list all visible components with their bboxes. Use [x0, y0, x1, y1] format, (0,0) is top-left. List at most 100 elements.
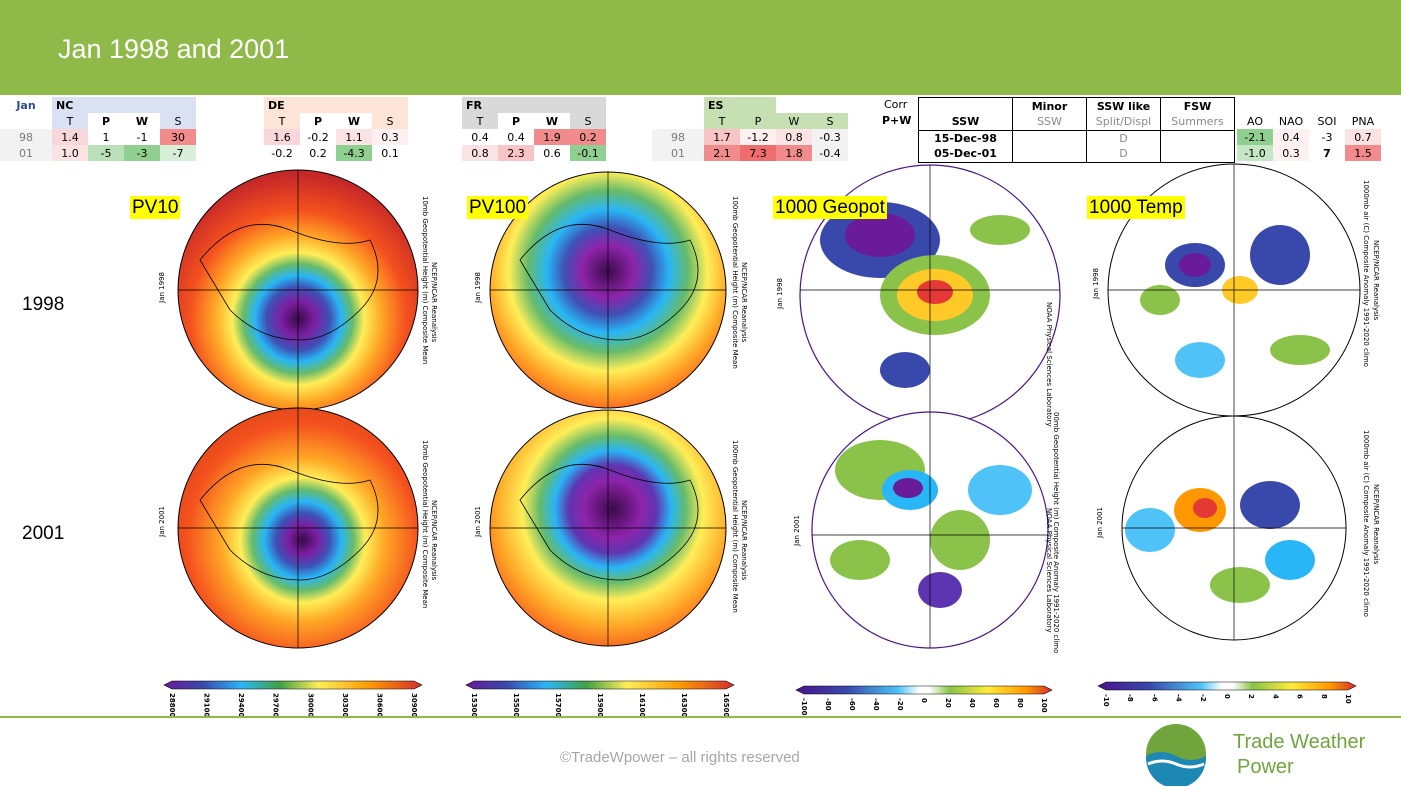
ssw-cell [1160, 130, 1235, 146]
colorbar-tick: 4 [1271, 694, 1280, 699]
cell: 0.4 [507, 130, 525, 144]
ssw-header-fsw: FSW [1160, 98, 1235, 114]
cell: 0.8 [462, 145, 498, 161]
brand-logo-icon [1146, 724, 1206, 786]
cell: 0.3 [372, 129, 408, 145]
colorbar-tick: 10 [1344, 694, 1352, 704]
lab-text: NOAA Physical Sciences Laboratory [1045, 508, 1053, 633]
colorbar-tick: -100 [800, 698, 808, 716]
label-pv10: PV10 [130, 196, 181, 219]
idx-soi: SOI [1317, 114, 1337, 128]
colorbar-geopot [795, 685, 1053, 695]
desc-pv100-2001: 100mb Geopotential Height (m) Composite … [731, 440, 739, 613]
jan-2001-label: Jan 2001 [1096, 507, 1104, 538]
cell: 7 [1323, 146, 1331, 160]
colorbar-tick: 60 [992, 698, 1000, 708]
colorbar-tick: -20 [896, 698, 904, 711]
region-es: ES [704, 97, 776, 113]
cell: -1.2 [740, 129, 776, 145]
cell: 2.3 [498, 145, 534, 161]
idx-pna: PNA [1351, 114, 1375, 128]
cell: 1.8 [776, 145, 812, 161]
colorbar-tick: 29100 [202, 693, 211, 718]
cell: -3 [1321, 130, 1333, 144]
jan-2001-label: Jan 2001 [474, 506, 482, 537]
source-text: NCEP/NCAR Reanalysis [1372, 240, 1380, 321]
desc-geopot: 00mb Geopotential Height (m) Composite A… [1052, 412, 1060, 654]
maps-canvas [163, 163, 1361, 695]
col-s: S [372, 113, 408, 129]
colorbar-pv10 [163, 680, 423, 690]
colorbar-tick: 40 [968, 698, 976, 708]
indices-block: AO NAO SOI PNA -2.1 0.4 -3 0.7 -1.0 0.3 … [1237, 113, 1381, 161]
cell: 0.1 [381, 146, 399, 160]
colorbar-pv100 [465, 680, 735, 690]
ssw-cell: D [1086, 130, 1161, 146]
source-text: NCEP/NCAR Reanalysis [430, 500, 438, 581]
region-nc: NC [52, 97, 196, 113]
year-label-1998: 1998 [22, 294, 65, 315]
page-title: Jan 1998 and 2001 [58, 34, 290, 64]
lab-text: NOAA Physical Sciences Laboratory [1045, 302, 1053, 427]
ssw-cell [1012, 130, 1087, 146]
jan-2001-label: Jan 2001 [793, 515, 801, 546]
cell: 2.1 [704, 145, 740, 161]
map-geopot-2001 [811, 411, 1049, 649]
cell: 0.4 [471, 130, 489, 144]
col-w: W [135, 114, 149, 128]
copyright-text: ©TradeWpower – all rights reserved [560, 749, 800, 766]
cell: 1.6 [264, 129, 300, 145]
map-pv10-1998 [177, 169, 419, 411]
cell: -0.1 [570, 145, 606, 161]
jan-2001-label: Jan 2001 [158, 506, 166, 537]
label-temp: 1000 Temp [1087, 196, 1185, 219]
region-de: DE [264, 97, 408, 113]
col-p: P [313, 114, 323, 128]
region-fr: FR [462, 97, 606, 113]
brand-line-2: Power [1237, 756, 1294, 778]
ssw-cell [1160, 146, 1235, 162]
map-temp-1998 [1107, 163, 1361, 417]
col-t: T [264, 113, 300, 129]
source-text: NCEP/NCAR Reanalysis [740, 500, 748, 581]
cell: 7.3 [740, 145, 776, 161]
cell: -1 [136, 130, 148, 144]
cell: 0.2 [309, 146, 327, 160]
colorbar-tick: -60 [848, 698, 856, 711]
colorbar-tick: 16300 [680, 693, 688, 718]
colorbar-tick: 30300 [340, 693, 349, 718]
cell: 1 [102, 130, 110, 144]
cell: -5 [88, 145, 124, 161]
map-pv100-2001 [489, 409, 727, 647]
stats-de: DE T P W S 1.6 -0.2 1.1 0.3 -0.2 0.2 -4.… [264, 97, 408, 161]
colorbar-tick: 28800 [168, 693, 176, 718]
colorbar-tick: -40 [872, 698, 880, 711]
colorbar-tick: 15900 [596, 693, 604, 718]
desc-temp-1998: 1000mb air (C) Composite Anomaly 1991-20… [1362, 180, 1370, 367]
year-98: 98 [652, 129, 704, 145]
colorbar-tick: 0 [920, 698, 928, 703]
source-text: NCEP/NCAR Reanalysis [740, 262, 748, 343]
colorbar-tick: 15300 [470, 693, 478, 718]
year-label-2001: 2001 [22, 523, 65, 544]
cell: 1.0 [52, 145, 88, 161]
col-s: S [160, 113, 196, 129]
col-s: S [570, 113, 606, 129]
stats-fr: FR T P W S 0.4 0.4 1.9 0.2 0.8 2.3 0.6 -… [462, 97, 606, 161]
ssw-header-like: SSW like [1086, 98, 1161, 114]
cell: -0.4 [812, 145, 848, 161]
cell: 0.3 [1273, 145, 1309, 161]
colorbar-tick: -8 [1126, 694, 1135, 702]
map-temp-2001 [1121, 415, 1347, 641]
source-text: NCEP/NCAR Reanalysis [430, 262, 438, 343]
year-01: 01 [0, 145, 52, 161]
jan-1998-label: Jan 1998 [776, 278, 784, 309]
ssw-sub: Summers [1160, 114, 1235, 130]
colorbar-tick: 30600 [375, 693, 384, 718]
footer-divider [0, 716, 1401, 718]
ssw-sub: SSW [1012, 114, 1087, 130]
col-s: S [812, 113, 848, 129]
col-p: P [101, 114, 111, 128]
colorbar-tick: 29400 [237, 693, 246, 718]
col-w: W [347, 114, 361, 128]
